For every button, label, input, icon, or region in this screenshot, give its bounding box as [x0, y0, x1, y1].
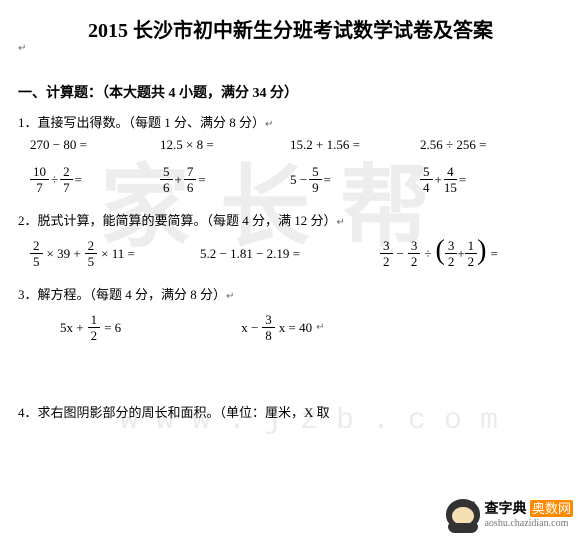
page-title: 2015 长沙市初中新生分班考试数学试卷及答案 — [0, 14, 581, 43]
q1r1d: 2.56 ÷ 256 = — [420, 137, 550, 153]
q1r2a: 107 ÷ 27 = — [30, 165, 160, 194]
q1-row2: 107 ÷ 27 = 56 + 76 = 5 − 59 = 54 + 415 = — [30, 165, 581, 194]
site-badge: 查字典 奥数网 aoshu.chazidian.com — [446, 498, 573, 529]
question-1-text: 1．直接写出得数。（每题 1 分、满分 8 分）↵ — [18, 112, 581, 131]
q3a: 5x + 12 = 6 — [60, 313, 121, 342]
q1r1b: 12.5 × 8 = — [160, 137, 290, 153]
q2b: 5.2 − 1.81 − 2.19 = — [200, 246, 380, 262]
q1r2d: 54 + 415 = — [420, 165, 550, 194]
question-2-text: 2．脱式计算，能简算的要简算。（每题 4 分，满 12 分）↵ — [18, 210, 581, 229]
document-body: 2015 长沙市初中新生分班考试数学试卷及答案 ↵ 一、计算题：（本大题共 4 … — [0, 14, 581, 421]
return-symbol: ↵ — [18, 43, 26, 54]
q1r1a: 270 − 80 = — [30, 137, 160, 153]
q2-row: 25 × 39 + 25 × 11 = 5.2 − 1.81 − 2.19 = … — [30, 239, 581, 268]
q3-row: 5x + 12 = 6 x − 38 x = 40↵ — [60, 313, 581, 342]
question-4-text: 4．求右图阴影部分的周长和面积。（单位：厘米，X 取 — [18, 402, 581, 421]
q3b: x − 38 x = 40↵ — [241, 313, 324, 342]
q2c: 32 − 32 ÷ ( 32 + 12 ) = — [380, 239, 560, 268]
q1r1c: 15.2 + 1.56 = — [290, 137, 420, 153]
section-1-heading: 一、计算题：（本大题共 4 小题，满分 34 分） — [18, 82, 581, 102]
badge-text: 查字典 奥数网 — [484, 498, 573, 518]
q1r2c: 5 − 59 = — [290, 165, 420, 194]
mascot-icon — [446, 499, 480, 529]
q1r2b: 56 + 76 = — [160, 165, 290, 194]
q2a: 25 × 39 + 25 × 11 = — [30, 239, 200, 268]
badge-url: aoshu.chazidian.com — [484, 518, 573, 529]
question-3-text: 3．解方程。（每题 4 分，满分 8 分）↵ — [18, 284, 581, 303]
q1-row1: 270 − 80 = 12.5 × 8 = 15.2 + 1.56 = 2.56… — [30, 137, 581, 153]
